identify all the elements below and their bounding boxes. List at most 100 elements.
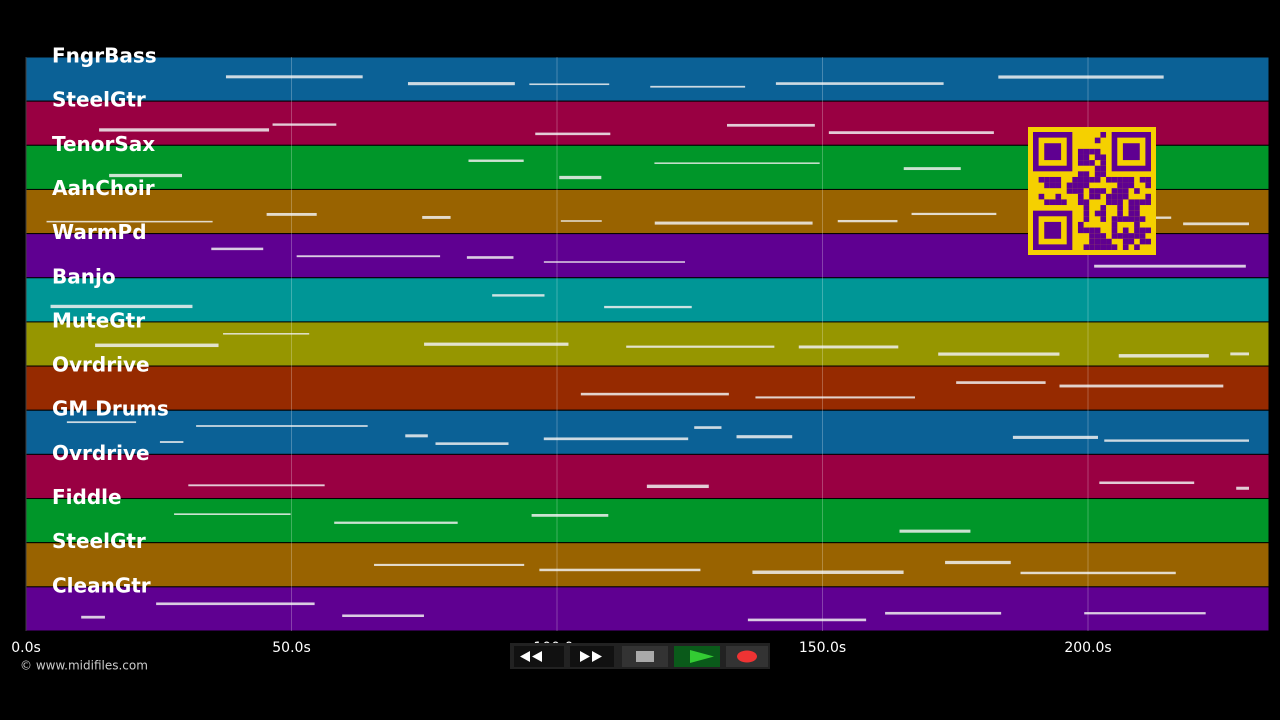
note xyxy=(1236,486,1249,490)
note xyxy=(752,570,904,574)
qr-module xyxy=(1049,199,1056,206)
credit: © www.midifiles.com xyxy=(20,659,148,673)
qr-module xyxy=(1122,188,1129,194)
note xyxy=(539,568,701,572)
qr-module xyxy=(1100,205,1107,211)
qr-module xyxy=(1128,176,1135,183)
qr-module xyxy=(1139,227,1146,234)
qr-module xyxy=(1083,160,1090,166)
qr-module xyxy=(1083,171,1090,177)
qr-module xyxy=(1117,199,1123,206)
qr-module xyxy=(1083,176,1090,183)
qr-module xyxy=(1072,182,1078,189)
note xyxy=(747,618,867,622)
qr-finder-core xyxy=(1044,221,1062,239)
note xyxy=(435,442,509,445)
track-row xyxy=(25,365,1270,411)
qr-module xyxy=(1055,176,1062,183)
notes xyxy=(46,75,1249,622)
note xyxy=(50,304,193,309)
qr-module xyxy=(1128,210,1135,217)
note xyxy=(156,602,315,606)
qr-module xyxy=(1077,154,1084,161)
qr-module xyxy=(1134,216,1140,222)
qr-module xyxy=(1094,148,1101,155)
qr-module xyxy=(1139,216,1146,222)
qr-module xyxy=(1117,233,1123,239)
qr-module xyxy=(1111,176,1118,183)
qr-module xyxy=(1100,171,1107,177)
qr-module xyxy=(1055,182,1062,189)
note xyxy=(998,75,1164,79)
note xyxy=(46,220,213,223)
qr-module xyxy=(1094,137,1101,144)
rewind-icon xyxy=(520,651,542,662)
stop-button[interactable] xyxy=(622,646,668,667)
qr-module xyxy=(1100,216,1107,222)
qr-module xyxy=(1111,199,1118,206)
qr-module xyxy=(1055,199,1062,206)
note xyxy=(492,294,545,297)
qr-module xyxy=(1083,182,1090,189)
qr-module xyxy=(1100,165,1107,172)
qr-module xyxy=(1122,238,1129,245)
qr-module xyxy=(1077,171,1084,177)
rewind-button[interactable] xyxy=(514,646,564,667)
qr-module xyxy=(1106,193,1112,200)
qr-module xyxy=(1077,227,1084,234)
note xyxy=(405,434,428,438)
qr-module xyxy=(1100,160,1107,166)
qr-module xyxy=(1145,238,1151,245)
forward-button[interactable] xyxy=(570,646,614,667)
note xyxy=(654,162,820,164)
qr-module xyxy=(1134,210,1140,217)
note xyxy=(159,441,184,443)
qr-module xyxy=(1122,233,1129,239)
note xyxy=(211,247,264,251)
note xyxy=(1020,571,1176,575)
qr-module xyxy=(1128,199,1135,206)
note xyxy=(188,484,325,487)
qr-finder-core xyxy=(1044,143,1062,161)
qr-module xyxy=(1145,199,1151,206)
qr-module xyxy=(1083,244,1090,250)
note xyxy=(342,614,424,618)
note xyxy=(407,82,515,86)
qr-module xyxy=(1111,216,1118,222)
note xyxy=(945,560,1011,565)
note xyxy=(531,513,609,517)
qr-module xyxy=(1038,193,1045,200)
note xyxy=(296,255,441,258)
qr-module xyxy=(1077,182,1084,189)
qr-module xyxy=(1134,205,1140,211)
time-tick-label: 200.0s xyxy=(1064,640,1111,656)
note xyxy=(466,256,514,259)
record-button[interactable] xyxy=(726,646,768,667)
qr-module xyxy=(1089,148,1095,155)
qr-module xyxy=(1038,176,1045,183)
qr-finder-core xyxy=(1122,143,1140,161)
qr-module xyxy=(1100,244,1107,250)
play-button[interactable] xyxy=(674,646,720,667)
note xyxy=(654,221,813,225)
note xyxy=(798,345,899,349)
note xyxy=(1012,435,1098,439)
qr-module xyxy=(1077,176,1084,183)
note xyxy=(543,261,686,263)
qr-module xyxy=(1106,238,1112,245)
track-name: Fiddle xyxy=(52,485,122,509)
qr-module xyxy=(1145,227,1151,234)
qr-module xyxy=(1089,227,1095,234)
qr-module xyxy=(1061,199,1067,206)
qr-module xyxy=(1122,193,1129,200)
qr-module xyxy=(1094,244,1101,250)
track-name: SteelGtr xyxy=(52,529,146,553)
time-tick-label: 0.0s xyxy=(11,640,41,656)
qr-module xyxy=(1111,227,1118,234)
qr-module xyxy=(1094,238,1101,245)
qr-module xyxy=(1111,221,1118,228)
qr-module xyxy=(1094,176,1101,183)
track-labels: FngrBass SteelGtr TenorSax AahChoir WarmPd Ba… xyxy=(52,44,169,598)
note xyxy=(1183,222,1249,226)
note xyxy=(196,425,368,427)
